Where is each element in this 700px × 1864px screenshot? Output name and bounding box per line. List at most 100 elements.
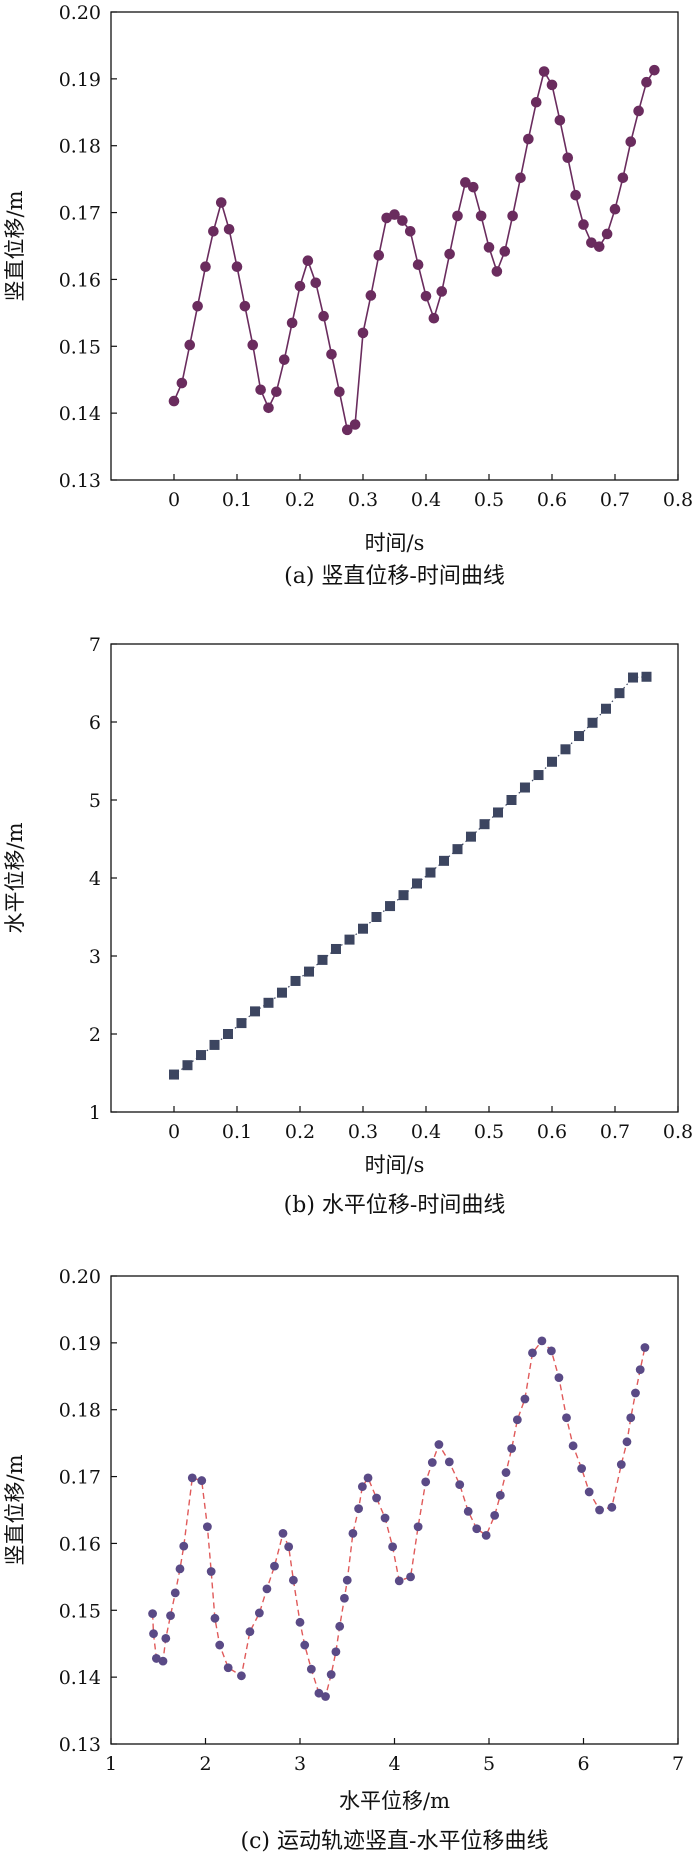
y-tick-label: 1 [89, 1102, 101, 1124]
data-point [210, 1613, 220, 1623]
series-line [151, 1339, 646, 1698]
data-point [507, 210, 518, 222]
data-point [436, 286, 448, 297]
data-point [170, 1588, 180, 1598]
data-point [344, 934, 355, 945]
data-point [512, 1415, 522, 1425]
y-tick-label: 0.20 [59, 1266, 101, 1288]
data-point [349, 419, 361, 430]
data-point [562, 152, 574, 164]
data-point [616, 1460, 626, 1469]
y-tick-label: 0.14 [59, 403, 101, 425]
data-point [444, 248, 455, 260]
x-tick-label: 0.5 [474, 1121, 504, 1143]
data-point [546, 79, 558, 91]
data-point [331, 1647, 341, 1657]
data-point [584, 1487, 594, 1497]
data-point [501, 1468, 511, 1477]
data-point [641, 76, 652, 88]
y-tick-label: 0.19 [59, 1333, 101, 1355]
data-point [284, 1542, 294, 1552]
data-point [304, 966, 315, 977]
data-point [340, 1593, 349, 1603]
data-point [519, 782, 530, 793]
data-point [622, 1437, 632, 1447]
data-point [263, 997, 274, 1008]
x-tick-label: 0.4 [411, 489, 441, 511]
y-tick-label: 0.20 [59, 2, 101, 24]
y-tick-label: 0.18 [59, 136, 101, 158]
data-point [321, 1692, 330, 1701]
y-tick-label: 0.13 [59, 1734, 101, 1756]
data-point [404, 225, 416, 237]
data-point [475, 210, 487, 222]
y-tick-label: 0.16 [59, 1533, 101, 1555]
y-tick-label: 4 [89, 868, 101, 890]
data-point [626, 1413, 636, 1423]
chart-caption: (b) 水平位移-时间曲线 [284, 1193, 506, 1218]
data-point [326, 1670, 336, 1679]
y-tick-label: 6 [89, 712, 101, 734]
data-point [389, 209, 400, 220]
data-point [547, 756, 557, 767]
data-point [533, 770, 544, 781]
data-point [460, 177, 471, 188]
data-point [176, 377, 188, 389]
y-tick-label: 2 [89, 1024, 101, 1046]
data-point [600, 703, 611, 714]
data-point [490, 1510, 500, 1520]
data-point [479, 819, 490, 830]
data-point [270, 1561, 279, 1571]
plot-frame [110, 1275, 679, 1745]
data-point [538, 66, 550, 77]
data-point [151, 1654, 161, 1663]
data-point [483, 242, 495, 253]
data-point [206, 1567, 216, 1576]
data-point [334, 386, 345, 398]
data-point [200, 261, 211, 273]
data-point [499, 246, 511, 257]
data-point [237, 1671, 246, 1681]
data-point [388, 1542, 398, 1552]
data-point [593, 241, 605, 252]
data-point [278, 354, 290, 365]
data-point [560, 744, 571, 755]
data-point [318, 310, 329, 322]
data-point [649, 64, 660, 76]
data-point [215, 1640, 225, 1650]
data-point [263, 402, 274, 414]
data-point [434, 1440, 444, 1449]
data-point [411, 878, 422, 889]
data-point [357, 1482, 367, 1491]
chart-caption: (c) 运动轨迹竖直-水平位移曲线 [241, 1829, 549, 1854]
data-point [166, 1611, 175, 1621]
data-point [406, 1572, 415, 1582]
data-point [239, 300, 251, 312]
x-tick-label: 0.8 [663, 1121, 693, 1143]
data-point [577, 1464, 587, 1473]
y-axis-label: 竖直位移/m [3, 1454, 27, 1565]
y-axis-label: 竖直位移/m [3, 190, 27, 301]
data-point [413, 1522, 423, 1532]
data-point [554, 1373, 564, 1383]
data-point [222, 1029, 233, 1039]
data-point [175, 1564, 185, 1574]
data-point [481, 1531, 491, 1540]
data-point [439, 855, 450, 866]
data-point [354, 1504, 363, 1514]
data-point [587, 717, 598, 728]
y-tick-label: 0.17 [59, 1467, 101, 1489]
data-point [168, 395, 180, 407]
x-tick-label: 0.6 [537, 1121, 567, 1143]
data-point [182, 1060, 193, 1071]
data-point [317, 954, 328, 965]
y-tick-label: 0.16 [59, 269, 101, 291]
x-tick-label: 0.5 [474, 489, 504, 511]
x-tick-label: 6 [577, 1753, 589, 1775]
data-point [491, 266, 503, 277]
data-point [209, 1039, 220, 1050]
data-point [196, 1050, 207, 1061]
data-point [169, 1069, 179, 1080]
